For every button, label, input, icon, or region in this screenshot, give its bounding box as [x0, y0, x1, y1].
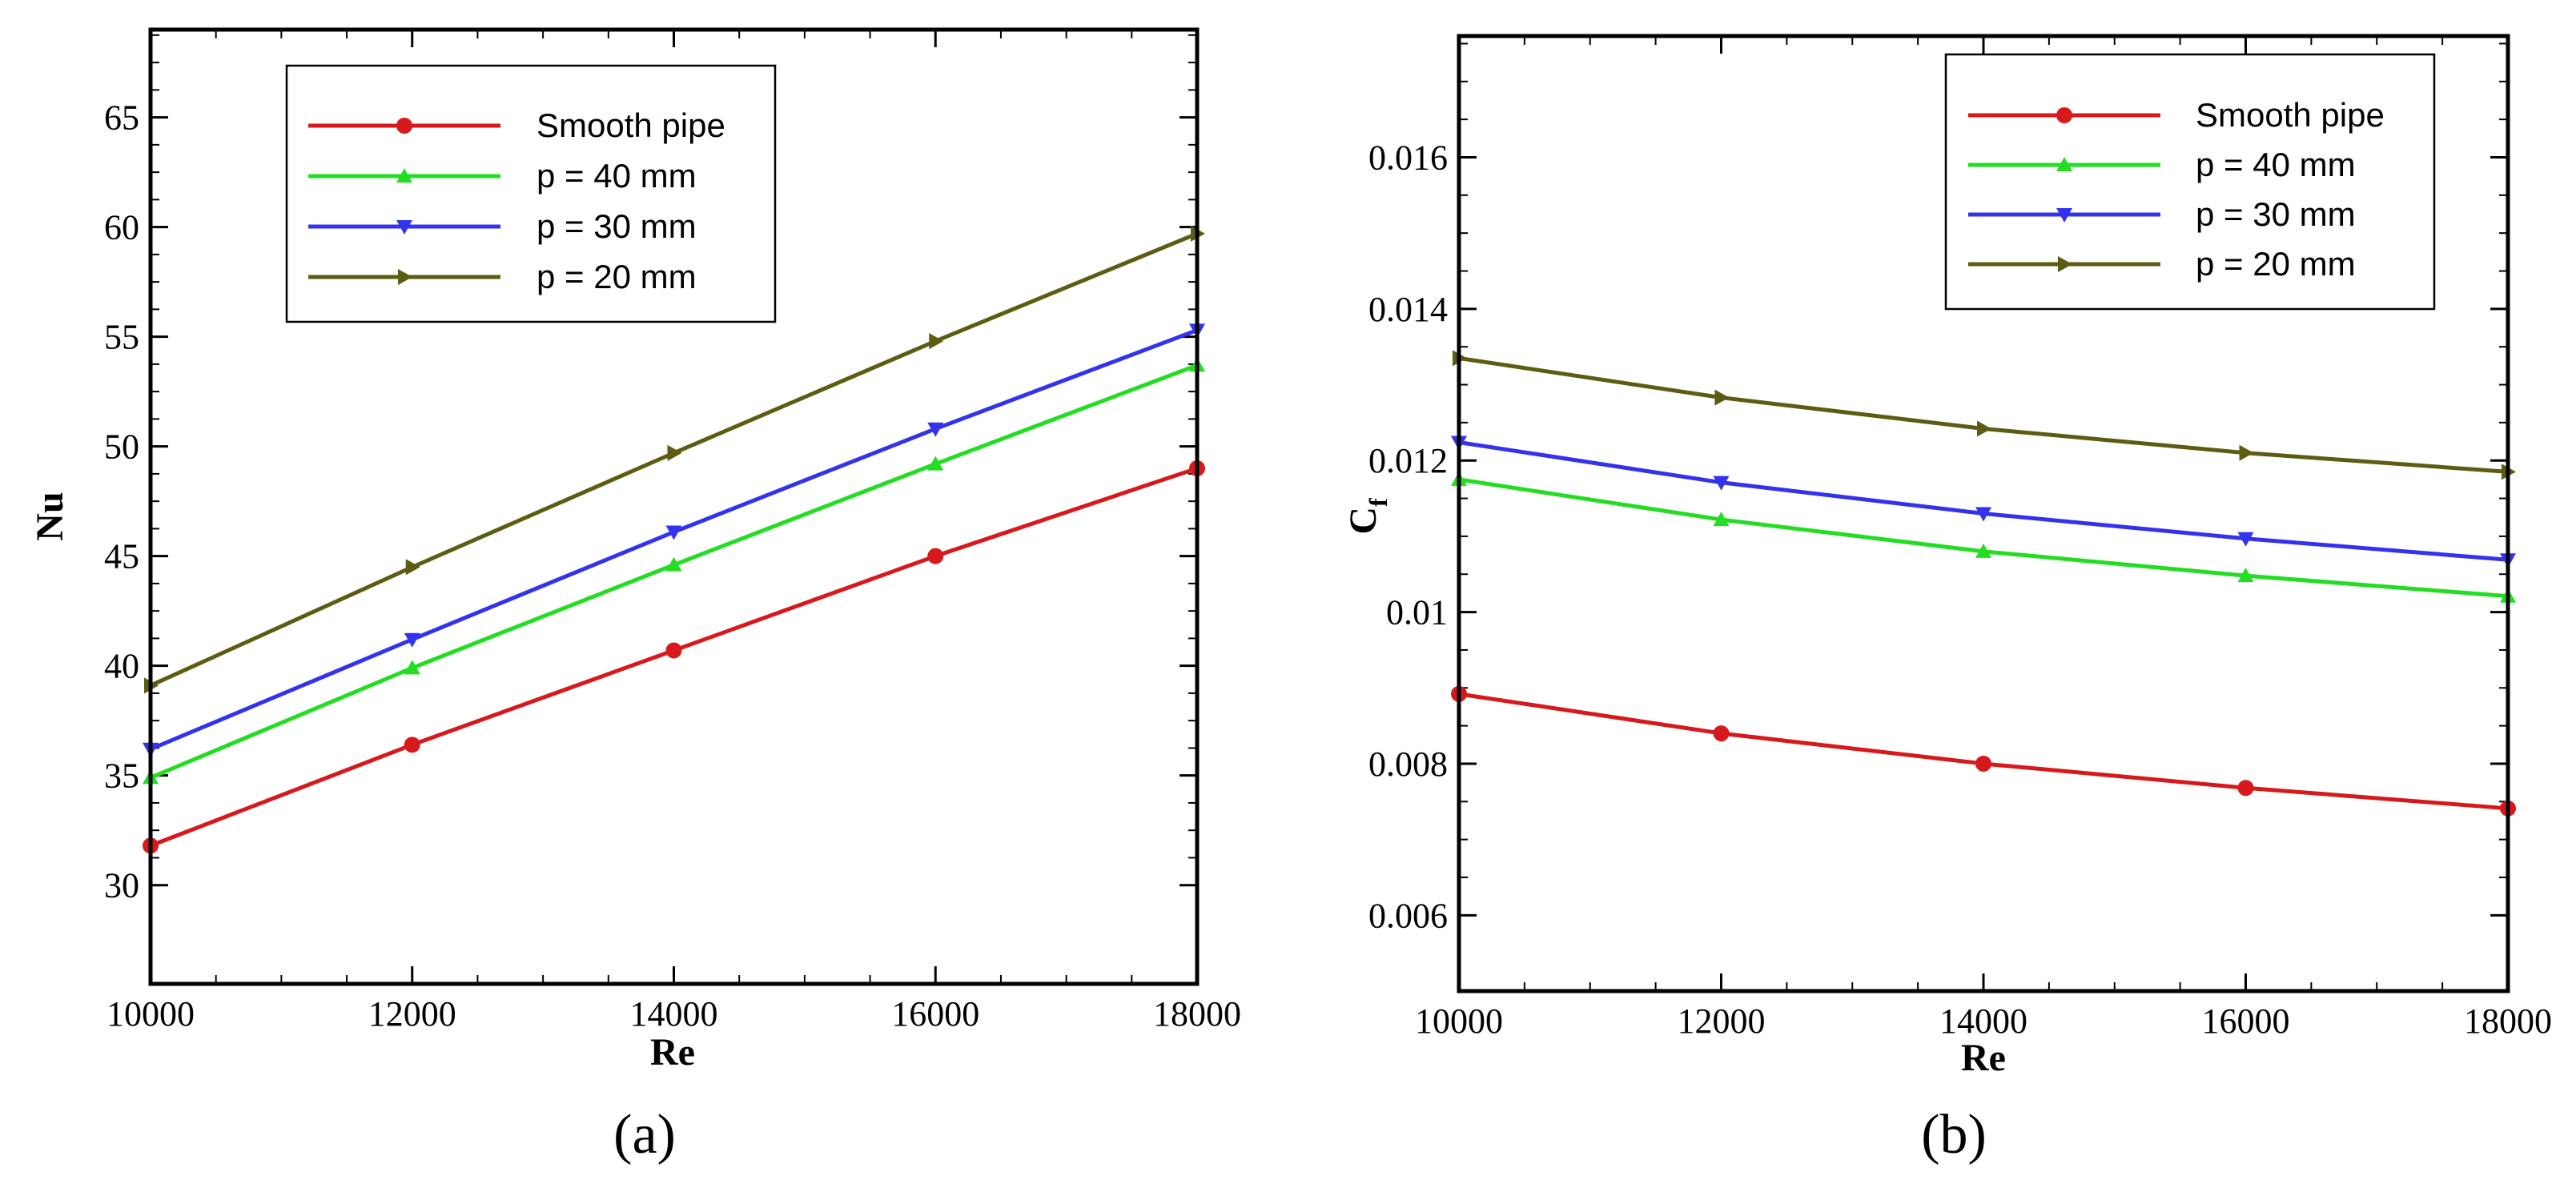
- chart-a-point: [404, 736, 420, 753]
- chart-a-legend-box: [285, 64, 777, 323]
- chart-a-legend-label: p = 40 mm: [536, 157, 697, 195]
- chart-b-xtick-label: 10000: [1415, 1001, 1503, 1041]
- chart-a-xtick-label: 14000: [630, 994, 718, 1033]
- chart-b-point: [1975, 543, 1991, 558]
- chart-a-point: [405, 559, 420, 576]
- chart-b-legend-marker: [2056, 107, 2072, 123]
- chart-b-ytick-label: 0.008: [1368, 745, 1448, 784]
- chart-a-legend-marker: [396, 118, 412, 134]
- chart-b-ytick-label: 0.016: [1368, 138, 1448, 177]
- chart-b-legend-marker: [2056, 208, 2072, 223]
- chart-a-ytick-label: 60: [104, 208, 139, 247]
- chart-b-point: [1713, 476, 1730, 491]
- chart-a-ytick-label: 30: [104, 866, 139, 905]
- chart-a-point: [665, 642, 682, 659]
- chart-a-frame: [148, 27, 1200, 986]
- chart-b-point: [2237, 568, 2254, 583]
- chart-a-point: [665, 556, 682, 572]
- chart-b-legend: Smooth pipe p = 40 mm p = 30 mm p = 20 mm: [1944, 53, 2436, 311]
- chart-b-ylabel-subscript: f: [1364, 498, 1392, 507]
- chart-b-point: [2237, 532, 2254, 547]
- chart-b-panel-label: (b): [1921, 1104, 1987, 1166]
- chart-b-ytick-label: 0.014: [1368, 290, 1448, 329]
- chart-a-ytick-label: 65: [104, 98, 139, 138]
- chart-a-point: [927, 422, 944, 437]
- chart-a-point: [929, 333, 944, 350]
- chart-a-xtick-label: 10000: [106, 994, 195, 1033]
- chart-a: 10000 12000 14000 16000 18000 30 35 40 45 50 55 60 6…: [29, 27, 1241, 1166]
- chart-a-point: [667, 444, 682, 461]
- chart-a-point: [927, 456, 944, 471]
- chart-b-point: [1975, 755, 1991, 772]
- chart-b-point: [2237, 780, 2254, 797]
- chart-a-plot-area: 10000 12000 14000 16000 18000 30 35 40 45 50 55 60 6…: [104, 30, 1241, 1033]
- chart-b-ylabel-group: Cf: [1342, 498, 1392, 535]
- chart-b-legend-label: p = 20 mm: [2196, 245, 2356, 283]
- chart-b-legend-marker: [2056, 157, 2072, 171]
- chart-b: 10000 12000 14000 16000 18000 0.006 0.008 0.01 0…: [1342, 34, 2552, 1166]
- chart-b-point: [2239, 444, 2254, 461]
- chart-a-legend-label: Smooth pipe: [536, 106, 725, 144]
- chart-a-ytick-label: 40: [104, 647, 139, 686]
- chart-a-point: [404, 660, 420, 675]
- chart-a-xtick-label: 18000: [1153, 994, 1241, 1033]
- chart-a-point: [665, 525, 682, 540]
- chart-a-point: [927, 548, 944, 564]
- chart-b-xtick-label: 14000: [1939, 1001, 2027, 1041]
- chart-b-legend-marker: [2058, 256, 2072, 272]
- chart-b-frame: [1457, 34, 2510, 993]
- chart-a-ytick-label: 35: [104, 757, 139, 796]
- chart-b-point: [1975, 507, 1991, 522]
- chart-a-legend-label: p = 30 mm: [536, 207, 697, 245]
- chart-a-xtick-label: 16000: [891, 994, 979, 1033]
- chart-b-xlabel: Re: [1961, 1037, 2006, 1079]
- chart-a-xlabel: Re: [650, 1031, 695, 1074]
- chart-b-ytick-label: 0.012: [1368, 441, 1448, 480]
- chart-b-point: [1977, 420, 1991, 437]
- chart-b-xtick-label: 12000: [1678, 1001, 1766, 1041]
- chart-b-legend-box: [1944, 53, 2436, 311]
- chart-b-xtick-label: 18000: [2464, 1001, 2552, 1041]
- chart-a-legend-marker: [396, 168, 412, 183]
- chart-b-legend-label: Smooth pipe: [2196, 96, 2385, 134]
- chart-a-ylabel: Nu: [29, 492, 71, 540]
- chart-b-legend-label: p = 40 mm: [2196, 146, 2356, 183]
- svg-text:Cf: Cf: [1342, 498, 1392, 535]
- chart-b-point: [1714, 389, 1730, 406]
- chart-a-panel-label: (a): [613, 1104, 676, 1166]
- chart-a-legend: Smooth pipe p = 40 mm p = 30 mm p = 20 mm: [285, 64, 777, 323]
- chart-a-ytick-label: 45: [104, 537, 139, 576]
- chart-b-ytick-label: 0.006: [1368, 896, 1448, 935]
- chart-b-ytick-label: 0.01: [1386, 593, 1448, 632]
- chart-b-point: [1713, 512, 1730, 527]
- chart-a-ytick-label: 50: [104, 427, 139, 467]
- chart-a-ytick-label: 55: [104, 318, 139, 357]
- chart-b-xtick-label: 16000: [2202, 1001, 2290, 1041]
- chart-a-point: [404, 632, 420, 648]
- chart-a-legend-marker: [396, 220, 412, 235]
- chart-a-legend-marker: [398, 269, 412, 285]
- chart-a-xtick-label: 12000: [368, 994, 456, 1033]
- chart-a-legend-label: p = 20 mm: [536, 258, 697, 295]
- chart-b-ylabel: C: [1342, 507, 1384, 535]
- chart-b-legend-label: p = 30 mm: [2196, 195, 2356, 233]
- chart-b-point: [1713, 725, 1730, 742]
